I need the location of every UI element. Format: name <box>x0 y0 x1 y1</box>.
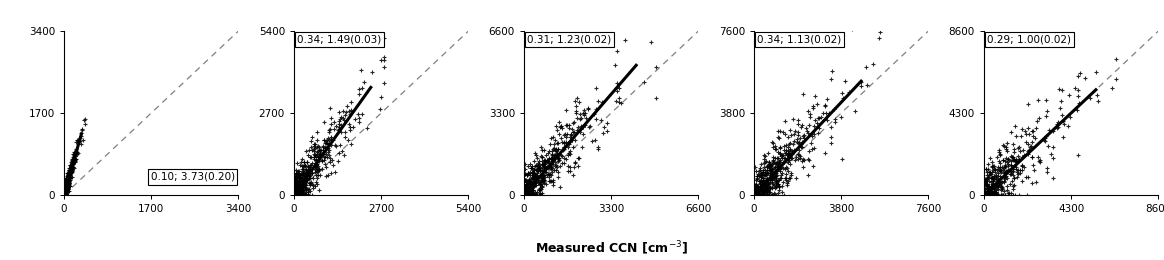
Text: 0.29; 1.00(0.02): 0.29; 1.00(0.02) <box>987 35 1071 44</box>
Text: 0.10; 3.73(0.20): 0.10; 3.73(0.20) <box>150 172 235 182</box>
Text: 0.31; 1.23(0.02): 0.31; 1.23(0.02) <box>527 35 612 44</box>
Text: 0.34; 1.49(0.03): 0.34; 1.49(0.03) <box>298 35 382 44</box>
Text: 0.34; 1.13(0.02): 0.34; 1.13(0.02) <box>758 35 842 44</box>
Text: Measured CCN [cm$^{-3}$]: Measured CCN [cm$^{-3}$] <box>534 240 688 257</box>
